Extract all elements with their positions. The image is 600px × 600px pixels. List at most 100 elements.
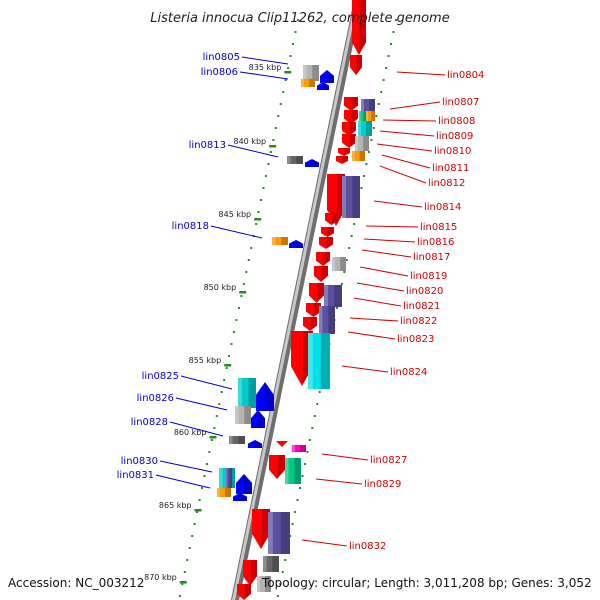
plus-track-dot [343, 271, 346, 273]
minus-track-dot [235, 319, 238, 321]
forward-gene-arrow[interactable] [338, 148, 350, 156]
forward-gene-arrow[interactable] [252, 509, 270, 549]
minus-category-block[interactable] [229, 436, 245, 444]
reverse-gene-arrow[interactable] [236, 474, 252, 494]
forward-gene-arrow[interactable] [237, 584, 251, 600]
reverse-gene-arrow[interactable] [233, 493, 247, 501]
plus-gene-label[interactable]: lin0821 [403, 301, 440, 312]
plus-track-dot [380, 91, 383, 93]
plus-gene-label[interactable]: lin0817 [413, 252, 450, 263]
plus-gene-label[interactable]: lin0819 [410, 271, 447, 282]
forward-gene-arrow[interactable] [319, 237, 333, 249]
plus-category-block[interactable] [268, 512, 290, 554]
plus-gene-label[interactable]: lin0815 [420, 222, 457, 233]
forward-gene-arrow[interactable] [342, 134, 356, 148]
minus-category-block[interactable] [235, 406, 251, 424]
forward-gene-arrow[interactable] [316, 252, 330, 266]
plus-category-block[interactable] [358, 121, 372, 136]
plus-track-dot [303, 463, 306, 465]
forward-gene-arrow[interactable] [303, 317, 317, 331]
minus-gene-label[interactable]: lin0806 [201, 67, 238, 78]
plus-category-block[interactable] [324, 285, 342, 307]
plus-gene-label[interactable]: lin0823 [397, 334, 434, 345]
plus-category-block[interactable] [332, 257, 346, 271]
minus-category-block[interactable] [238, 378, 256, 408]
minus-category-block[interactable] [217, 488, 231, 497]
forward-gene-arrow[interactable] [243, 560, 257, 586]
plus-gene-label[interactable]: lin0809 [436, 131, 473, 142]
plus-gene-label[interactable]: lin0822 [400, 316, 437, 327]
forward-gene-arrow[interactable] [276, 441, 288, 447]
forward-gene-arrow[interactable] [269, 455, 285, 479]
reverse-gene-arrow[interactable] [289, 240, 303, 248]
forward-gene-arrow[interactable] [344, 97, 358, 111]
minus-track-dot [287, 67, 290, 69]
plus-gene-label[interactable]: lin0807 [442, 97, 479, 108]
minus-category-block[interactable] [226, 468, 232, 488]
plus-track-dot [340, 283, 343, 285]
minus-gene-label[interactable]: lin0818 [172, 221, 209, 232]
plus-gene-label[interactable]: lin0829 [364, 479, 401, 490]
plus-gene-label[interactable]: lin0810 [434, 146, 471, 157]
forward-gene-arrow[interactable] [344, 110, 358, 124]
minus-gene-label[interactable]: lin0825 [142, 371, 179, 382]
plus-category-block[interactable] [359, 111, 367, 121]
plus-gene-label[interactable]: lin0816 [417, 237, 454, 248]
minus-category-block[interactable] [301, 79, 315, 87]
plus-category-block[interactable] [355, 136, 369, 151]
minus-track-dot [272, 139, 275, 141]
minus-track-dot [186, 559, 189, 561]
minus-gene-label[interactable]: lin0813 [189, 140, 226, 151]
plus-category-block[interactable] [308, 333, 330, 389]
plus-gene-label[interactable]: lin0804 [447, 70, 484, 81]
plus-category-block[interactable] [292, 445, 306, 452]
forward-gene-arrow[interactable] [342, 122, 356, 136]
plus-category-block[interactable] [263, 556, 279, 572]
plus-gene-label[interactable]: lin0811 [432, 163, 469, 174]
plus-gene-label[interactable]: lin0814 [424, 202, 461, 213]
minus-gene-leader-line [155, 474, 211, 489]
plus-gene-label[interactable]: lin0812 [428, 178, 465, 189]
reverse-gene-arrow[interactable] [248, 440, 262, 448]
forward-gene-arrow[interactable] [336, 156, 348, 164]
plus-category-block[interactable] [342, 176, 360, 218]
minus-gene-label[interactable]: lin0805 [203, 52, 240, 63]
plus-track-dot [372, 127, 375, 129]
plus-category-block[interactable] [352, 151, 365, 161]
minus-track-dot [294, 31, 297, 33]
minus-gene-label[interactable]: lin0828 [131, 417, 168, 428]
reverse-gene-arrow[interactable] [320, 70, 334, 83]
forward-gene-arrow[interactable] [306, 303, 321, 317]
forward-gene-arrow[interactable] [314, 266, 328, 282]
reverse-gene-arrow[interactable] [251, 410, 265, 428]
forward-gene-arrow[interactable] [350, 55, 362, 75]
minus-gene-label[interactable]: lin0830 [121, 456, 158, 467]
reverse-gene-arrow[interactable] [305, 159, 319, 167]
plus-gene-label[interactable]: lin0808 [438, 116, 475, 127]
minus-track-dot [198, 499, 201, 501]
plus-gene-label[interactable]: lin0827 [370, 455, 407, 466]
forward-gene-arrow[interactable] [321, 227, 334, 237]
plus-category-block[interactable] [285, 458, 301, 484]
forward-gene-arrow[interactable] [352, 0, 366, 55]
minus-category-block[interactable] [287, 156, 303, 164]
plus-category-block[interactable] [366, 111, 375, 121]
plus-gene-label[interactable]: lin0824 [390, 367, 427, 378]
minus-gene-label[interactable]: lin0826 [137, 393, 174, 404]
plus-gene-label[interactable]: lin0820 [406, 286, 443, 297]
minus-category-block[interactable] [272, 237, 288, 245]
minus-gene-leader-line [175, 397, 228, 411]
plus-category-block[interactable] [361, 99, 375, 113]
minus-track-dot [245, 271, 248, 273]
minus-gene-label[interactable]: lin0831 [117, 470, 154, 481]
forward-gene-arrow[interactable] [325, 213, 338, 225]
forward-gene-arrow[interactable] [309, 283, 324, 303]
reverse-gene-arrow[interactable] [317, 82, 329, 90]
plus-category-block[interactable] [257, 576, 271, 592]
minus-category-block[interactable] [303, 65, 319, 81]
reverse-gene-arrow[interactable] [256, 382, 274, 411]
plus-track-dot [392, 31, 395, 33]
plus-gene-label[interactable]: lin0832 [349, 541, 386, 552]
kbp-tick [284, 71, 292, 74]
plus-category-block[interactable] [319, 306, 335, 334]
